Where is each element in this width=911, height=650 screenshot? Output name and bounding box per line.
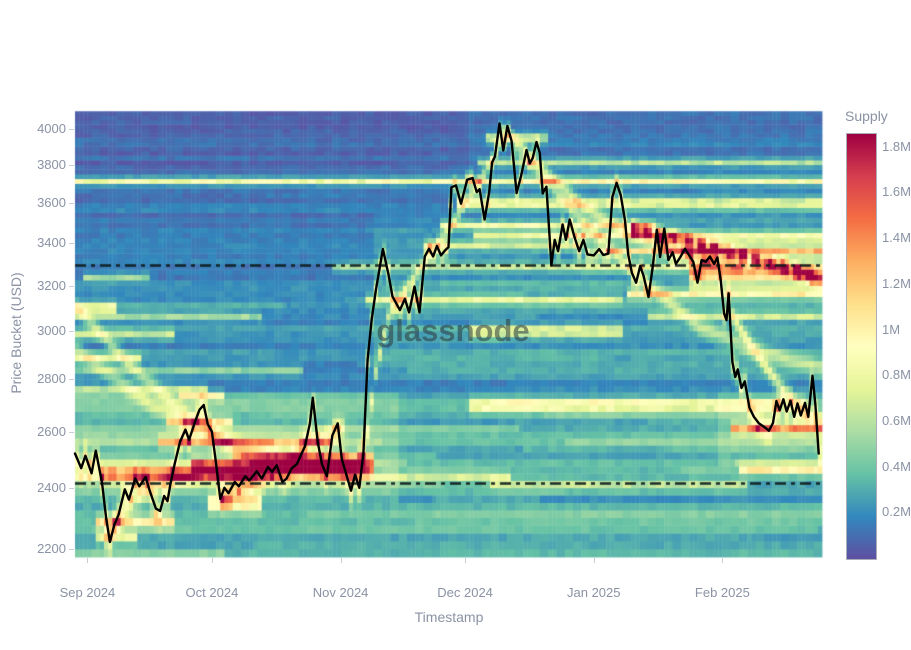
colorbar-tick-label: 1.2M (882, 275, 911, 291)
x-tick-label: Sep 2024 (59, 585, 116, 600)
x-tick-label: Jan 2025 (567, 585, 621, 600)
colorbar-tick-label: 0.8M (882, 367, 911, 383)
colorbar-tick-label: 0.4M (882, 458, 911, 474)
x-tick-mark (212, 558, 213, 563)
colorbar-title: Supply (845, 108, 888, 124)
colorbar-tick-label: 1.4M (882, 230, 911, 246)
x-tick-mark (87, 558, 88, 563)
colorbar-tick-label: 0.6M (882, 412, 911, 428)
x-tick-label: Oct 2024 (185, 585, 239, 600)
y-tick-label: 3200 (37, 277, 66, 293)
y-tick-label: 2200 (37, 540, 66, 556)
colorbar-tick-label: 1.6M (882, 184, 911, 200)
colorbar-tick-label: 1.8M (882, 138, 911, 154)
y-tick-label: 2400 (37, 479, 66, 495)
y-tick-label: 2600 (37, 423, 66, 439)
x-tick-label: Feb 2025 (694, 585, 750, 600)
y-tick-label: 4000 (37, 120, 66, 136)
y-tick-mark (69, 488, 74, 489)
x-tick-label: Nov 2024 (312, 585, 369, 600)
y-tick-mark (69, 331, 74, 332)
y-tick-mark (69, 129, 74, 130)
x-tick-mark (341, 558, 342, 563)
y-tick-mark (69, 165, 74, 166)
y-tick-label: 2800 (37, 371, 66, 387)
y-tick-mark (69, 203, 74, 204)
x-axis-title: Timestamp (414, 609, 484, 625)
colorbar-tick-label: 0.2M (882, 504, 911, 520)
y-tick-label: 3800 (37, 156, 66, 172)
y-tick-mark (69, 379, 74, 380)
y-tick-mark (69, 549, 74, 550)
x-tick-mark (722, 558, 723, 563)
colorbar (846, 133, 877, 560)
price-line (73, 122, 820, 544)
y-tick-label: 3600 (37, 194, 66, 210)
y-tick-mark (69, 243, 74, 244)
y-tick-label: 3000 (37, 322, 66, 338)
x-tick-mark (594, 558, 595, 563)
x-tick-mark (465, 558, 466, 563)
y-tick-label: 3400 (37, 234, 66, 250)
y-tick-mark (69, 286, 74, 287)
x-tick-label: Dec 2024 (437, 585, 493, 600)
y-tick-mark (69, 432, 74, 433)
colorbar-tick-label: 1M (882, 321, 901, 337)
